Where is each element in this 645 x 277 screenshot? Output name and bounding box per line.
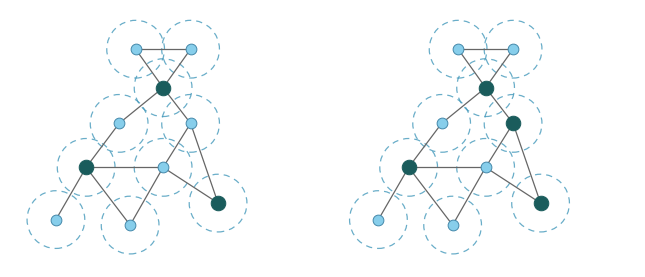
- Point: [125, 223, 135, 227]
- Point: [114, 121, 124, 125]
- Point: [448, 223, 458, 227]
- Point: [158, 85, 168, 90]
- Point: [481, 85, 491, 90]
- Point: [437, 121, 447, 125]
- Point: [213, 201, 223, 205]
- Point: [185, 121, 195, 125]
- Point: [373, 217, 384, 222]
- Point: [51, 217, 61, 222]
- Point: [481, 165, 491, 170]
- Point: [185, 47, 195, 52]
- Point: [130, 47, 141, 52]
- Point: [535, 201, 546, 205]
- Point: [404, 165, 414, 170]
- Point: [453, 47, 463, 52]
- Point: [81, 165, 92, 170]
- Point: [508, 47, 518, 52]
- Point: [508, 121, 518, 125]
- Point: [158, 165, 168, 170]
